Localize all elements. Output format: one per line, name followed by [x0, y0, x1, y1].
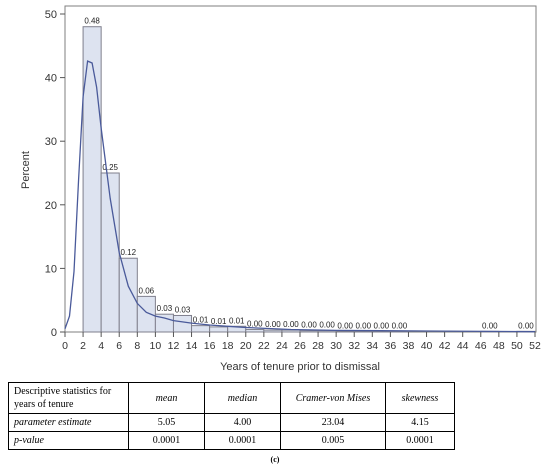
histogram-bar	[353, 330, 373, 333]
x-tick-label: 8	[134, 340, 140, 352]
x-tick-label: 6	[116, 340, 122, 352]
plot-frame	[64, 5, 537, 333]
table-header-cell: median	[204, 382, 281, 414]
histogram-bar	[299, 330, 319, 333]
table-header-row: Descriptive statistics for years of tenu…	[8, 382, 455, 414]
y-tick-label: 50	[45, 9, 57, 21]
y-axis-label: Percent	[20, 151, 32, 189]
table-row-label: p-value	[8, 431, 129, 450]
y-tick-label: 0	[51, 327, 57, 339]
x-tick-label: 22	[258, 340, 270, 352]
x-tick-label: 4	[98, 340, 104, 352]
table-header-cell: mean	[128, 382, 205, 414]
x-tick-label: 48	[493, 340, 505, 352]
x-tick-label: 46	[475, 340, 487, 352]
table-cell: 0.0001	[204, 431, 281, 450]
x-tick-label: 14	[186, 340, 198, 352]
bar-data-label: 0.03	[157, 304, 173, 313]
x-tick-label: 26	[294, 340, 306, 352]
bar-data-label: 0.01	[193, 316, 209, 325]
bar-data-label: 0.00	[301, 321, 317, 330]
histogram-bar	[172, 314, 193, 333]
x-tick-label: 28	[312, 340, 324, 352]
bar-data-label: 0.00	[355, 321, 371, 330]
x-tick-label: 50	[511, 340, 523, 352]
table-header-cell: skewness	[385, 382, 455, 414]
bar-data-label: 0.06	[139, 286, 155, 295]
table-row: p-value 0.0001 0.0001 0.005 0.0001	[8, 431, 455, 450]
table-cell: 4.15	[385, 413, 455, 432]
x-tick-label: 32	[348, 340, 360, 352]
x-tick-label: 34	[366, 340, 378, 352]
x-tick-label: 30	[330, 340, 342, 352]
histogram-bar	[191, 325, 211, 333]
y-tick-label: 40	[45, 73, 57, 85]
descriptive-statistics-table: Descriptive statistics for years of tenu…	[8, 382, 455, 450]
table-cell: 0.0001	[385, 431, 455, 450]
bar-data-label: 0.03	[175, 305, 191, 314]
table-cell: 23.04	[280, 413, 386, 432]
histogram-bar	[245, 328, 265, 333]
x-tick-label: 40	[421, 340, 433, 352]
bar-data-label: 0.12	[120, 248, 136, 257]
bar-data-label: 0.00	[283, 320, 299, 329]
y-axis: 0 10 20 30 40 50	[45, 9, 65, 339]
bar-data-label: 0.25	[102, 163, 118, 172]
table-header-cell: Cramer-von Mises	[280, 382, 386, 414]
bar-data-label: 0.00	[374, 321, 390, 330]
histogram-bar	[136, 295, 156, 333]
figure-caption: (c)	[270, 455, 280, 464]
y-tick-label: 20	[45, 200, 57, 212]
bar-data-label: 0.48	[84, 17, 100, 26]
histogram-bar	[335, 330, 355, 333]
bars-layer	[82, 26, 536, 333]
histogram-bar	[263, 329, 283, 333]
density-curve	[64, 60, 536, 333]
x-axis-label: Years of tenure prior to dismissal	[220, 361, 380, 373]
bar-data-label: 0.00	[392, 321, 408, 330]
histogram-bar	[209, 326, 229, 333]
bar-data-label: 0.00	[482, 321, 498, 330]
x-tick-label: 42	[439, 340, 451, 352]
x-tick-label: 44	[457, 340, 469, 352]
table-cell: 5.05	[128, 413, 205, 432]
bar-data-label: 0.00	[265, 320, 281, 329]
table-cell: 0.005	[280, 431, 386, 450]
bar-data-label: 0.00	[319, 321, 335, 330]
histogram-bar	[371, 330, 391, 333]
y-tick-label: 30	[45, 136, 57, 148]
histogram-bar	[281, 329, 301, 333]
histogram-bar	[118, 257, 138, 333]
x-tick-label: 0	[62, 340, 68, 352]
bar-data-label: 0.01	[211, 317, 227, 326]
bar-labels-layer: 0.480.250.120.060.03 0.030.01 0.01 0.01 0.00…	[84, 17, 534, 331]
x-tick-label: 20	[240, 340, 252, 352]
table-cell: 0.0001	[128, 431, 205, 450]
table-row-label: parameter estimate	[8, 413, 129, 432]
x-axis: 0 2 4 6 8 10 12 14 16 18 20 22 24 26 28 30 32 34 36 38 40 42 4…	[62, 332, 541, 352]
x-tick-label: 18	[222, 340, 234, 352]
bar-data-label: 0.01	[229, 316, 245, 325]
table-row: parameter estimate 5.05 4.00 23.04 4.15	[8, 413, 455, 432]
x-tick-label: 24	[276, 340, 288, 352]
x-tick-label: 12	[168, 340, 180, 352]
x-tick-label: 38	[403, 340, 415, 352]
bar-data-label: 0.00	[337, 321, 353, 330]
x-tick-label: 16	[204, 340, 216, 352]
x-tick-label: 52	[529, 340, 541, 352]
table-cell: 4.00	[204, 413, 281, 432]
table-header-cell: Descriptive statistics for years of tenu…	[8, 382, 129, 414]
bar-data-label: 0.00	[247, 319, 263, 328]
x-tick-label: 10	[150, 340, 162, 352]
bar-data-label: 0.00	[518, 321, 534, 330]
x-tick-label: 36	[385, 340, 397, 352]
x-tick-label: 2	[80, 340, 86, 352]
y-tick-label: 10	[45, 263, 57, 275]
